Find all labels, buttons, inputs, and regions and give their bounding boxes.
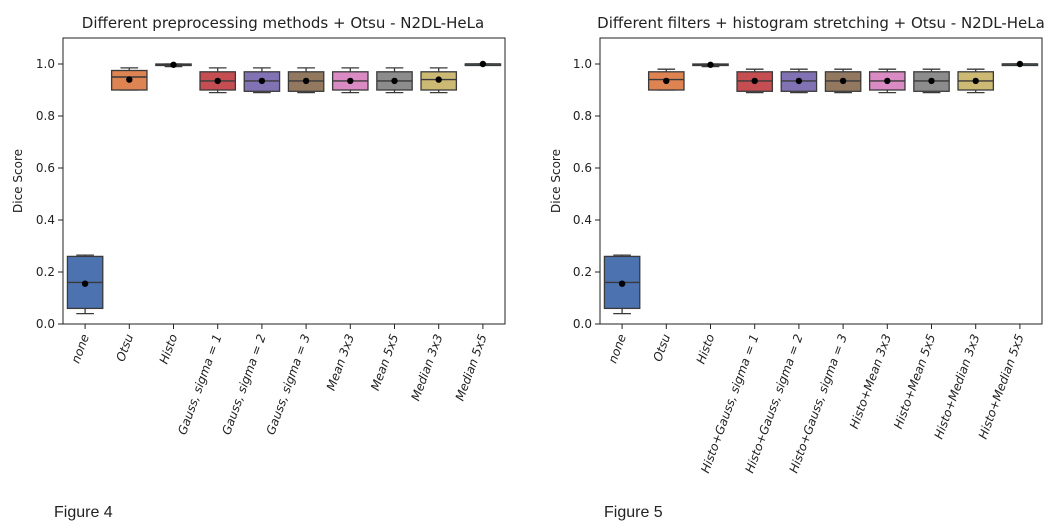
- chart-title: Different filters + histogram stretching…: [597, 14, 1045, 32]
- mean-marker: [302, 77, 310, 85]
- y-tick-label: 1.0: [36, 57, 55, 71]
- mean-marker: [884, 77, 891, 85]
- x-tick-label: Histo+Mean 3x3: [847, 332, 894, 430]
- mean-marker: [1016, 60, 1024, 68]
- mean-marker: [391, 77, 398, 85]
- chart-title: Different preprocessing methods + Otsu -…: [82, 14, 484, 32]
- mean-marker: [258, 77, 266, 85]
- y-tick-label: 0.0: [36, 317, 55, 331]
- mean-marker: [663, 77, 670, 85]
- mean-marker: [347, 77, 354, 85]
- mean-marker: [81, 280, 89, 287]
- y-tick-label: 1.0: [573, 57, 592, 71]
- y-tick-label: 0.8: [573, 109, 592, 123]
- x-tick-label: Gauss, sigma = 2: [219, 332, 268, 436]
- y-tick-label: 0.4: [573, 213, 592, 227]
- y-tick-label: 0.2: [573, 265, 592, 279]
- mean-marker: [214, 77, 221, 85]
- chart-filters-histogram-stretching: Different filters + histogram stretching…: [549, 14, 1045, 475]
- x-tick-label: Median 5x5: [453, 332, 490, 402]
- y-tick-label: 0.8: [36, 109, 55, 123]
- mean-marker: [126, 76, 133, 83]
- x-tick-label: Histo: [694, 332, 718, 366]
- x-tick-label: none: [606, 332, 629, 365]
- mean-marker: [435, 76, 442, 83]
- x-tick-label: Median 3x3: [408, 332, 445, 402]
- y-tick-label: 0.6: [573, 161, 592, 175]
- x-tick-label: none: [69, 332, 92, 365]
- figure-5-caption: Figure 5: [604, 504, 663, 521]
- mean-marker: [751, 77, 758, 85]
- y-tick-label: 0.4: [36, 213, 55, 227]
- mean-marker: [170, 61, 177, 68]
- mean-marker: [479, 60, 487, 68]
- x-tick-label: Mean 3x3: [324, 332, 357, 392]
- mean-marker: [972, 77, 979, 85]
- x-tick-label: Otsu: [650, 332, 673, 363]
- plot-frame: [599, 37, 1043, 325]
- y-tick-label: 0.2: [36, 265, 55, 279]
- x-tick-label: Histo+Median 3x3: [932, 332, 983, 441]
- x-tick-label: Histo+Mean 5x5: [891, 332, 938, 430]
- x-tick-label: Histo: [157, 332, 181, 366]
- mean-marker: [928, 77, 935, 85]
- x-tick-label: Mean 5x5: [368, 332, 401, 392]
- mean-marker: [707, 61, 714, 68]
- chart-preprocessing-methods: Different preprocessing methods + Otsu -…: [11, 14, 506, 437]
- y-tick-label: 0.6: [36, 161, 55, 175]
- y-axis-label: Dice Score: [11, 149, 25, 213]
- y-tick-label: 0.0: [573, 317, 592, 331]
- x-tick-label: Gauss, sigma = 1: [175, 332, 224, 436]
- x-tick-label: Histo+Median 5x5: [976, 332, 1027, 441]
- plot-frame: [62, 37, 506, 325]
- mean-marker: [839, 77, 847, 85]
- figure-4-caption: Figure 4: [54, 504, 113, 521]
- x-tick-label: Gauss, sigma = 3: [264, 332, 313, 436]
- y-axis-label: Dice Score: [549, 149, 563, 213]
- mean-marker: [795, 77, 803, 85]
- mean-marker: [618, 280, 626, 287]
- x-tick-label: Otsu: [113, 332, 136, 363]
